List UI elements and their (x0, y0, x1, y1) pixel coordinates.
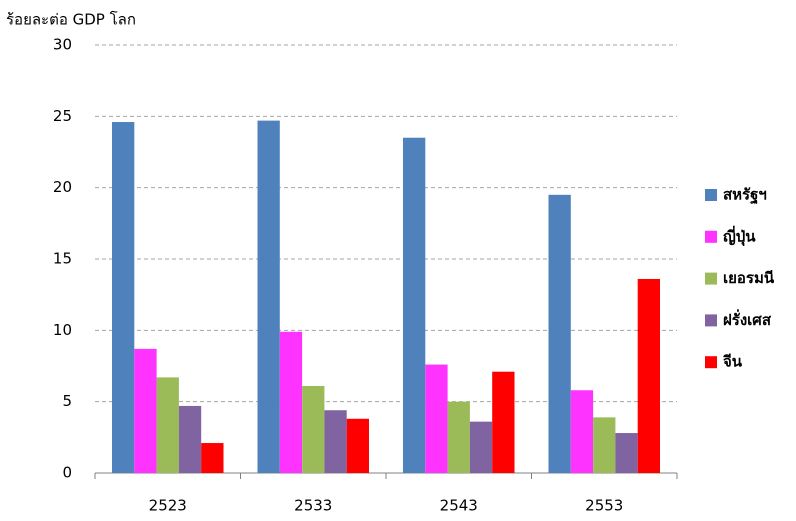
bar (469, 421, 493, 473)
legend-swatch (705, 356, 717, 369)
bar (593, 417, 616, 473)
bar (134, 348, 157, 473)
legend-label: สหรัฐฯ (723, 186, 767, 205)
bar (425, 364, 448, 473)
legend-swatch (705, 314, 717, 327)
legend-label: ญี่ปุ่น (723, 225, 756, 246)
x-tick-label: 2553 (585, 497, 623, 515)
y-axis-label: ร้อยละต่อ GDP โลก (6, 11, 136, 29)
y-tick-label: 0 (62, 464, 72, 482)
bar (570, 390, 594, 473)
bar (178, 405, 202, 473)
legend-swatch (705, 189, 717, 201)
bar (492, 371, 515, 473)
legend-swatch (705, 272, 717, 285)
legend-label: เยอรมนี (723, 269, 775, 287)
y-tick-label: 20 (53, 178, 72, 196)
bar (548, 194, 571, 474)
bar (302, 385, 325, 473)
y-tick-label: 5 (62, 392, 72, 410)
legend-label: จีน (723, 353, 743, 371)
bar (257, 120, 280, 473)
bar (112, 122, 135, 473)
bar (403, 137, 426, 473)
x-tick-label: 2543 (440, 497, 478, 515)
x-tick-label: 2533 (294, 497, 332, 515)
bar (201, 443, 224, 473)
bar (447, 401, 470, 473)
bar (156, 377, 179, 473)
bar (324, 410, 347, 473)
bar (637, 278, 660, 473)
y-tick-label: 30 (53, 36, 72, 54)
bar (615, 433, 638, 473)
bar (346, 418, 369, 473)
y-tick-label: 10 (53, 321, 72, 339)
y-tick-label: 25 (53, 107, 72, 125)
y-tick-label: 15 (53, 250, 72, 268)
bar (279, 331, 303, 473)
x-tick-label: 2523 (149, 497, 187, 515)
legend-swatch (705, 230, 717, 243)
legend-label: ฝรั่งเศส (723, 309, 772, 329)
